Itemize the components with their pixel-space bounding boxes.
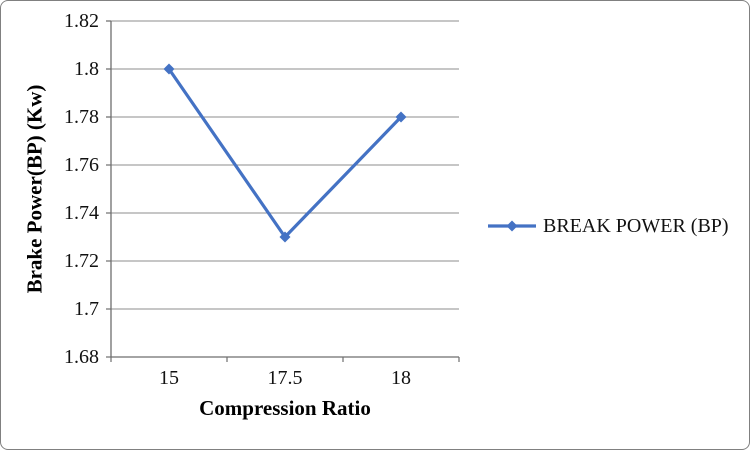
x-tick-label: 15 <box>159 367 179 389</box>
y-axis-title: Brake Power(BP) (Kw) <box>22 84 47 294</box>
x-axis-title: Compression Ratio <box>199 396 371 420</box>
legend: BREAK POWER (BP) <box>488 215 729 237</box>
y-tick-label: 1.68 <box>64 346 99 368</box>
y-tick-label: 1.74 <box>64 202 99 224</box>
y-tick-label: 1.7 <box>74 298 99 320</box>
y-tick-label: 1.78 <box>64 106 99 128</box>
legend-line-diamond-icon <box>488 220 536 232</box>
y-tick-label: 1.76 <box>64 154 99 176</box>
x-tick-label: 17.5 <box>267 367 303 389</box>
legend-series-label: BREAK POWER (BP) <box>543 214 729 237</box>
y-tick-label: 1.72 <box>64 250 99 272</box>
y-tick-label: 1.82 <box>64 10 99 32</box>
x-tick-label: 18 <box>391 367 411 389</box>
y-tick-label: 1.8 <box>74 58 99 80</box>
